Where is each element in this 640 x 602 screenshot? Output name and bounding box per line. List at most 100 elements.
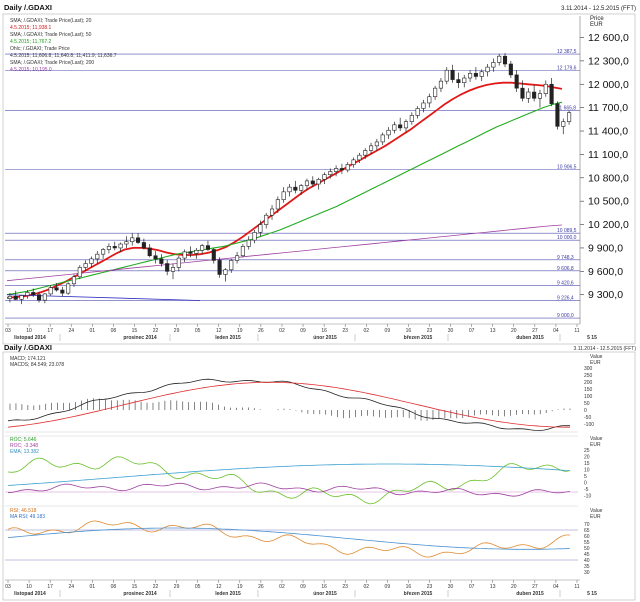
candle	[205, 240, 211, 252]
candle	[339, 163, 344, 174]
candle	[351, 157, 356, 168]
date-tick-label: 05	[195, 584, 201, 590]
date-tick-label: 15	[132, 328, 138, 334]
date-tick-label: 01	[90, 584, 96, 590]
month-label: leden 2015	[215, 335, 241, 341]
rsi-legend-1: RSI; 46.518	[10, 508, 37, 514]
candlesticks	[7, 53, 572, 305]
candle	[246, 236, 251, 250]
candle	[106, 243, 111, 254]
date-tick-label: 04	[553, 328, 559, 334]
candle	[462, 74, 467, 88]
indicator-title: Daily /.GDAXI	[4, 343, 52, 352]
date-tick-label: 07	[469, 328, 475, 334]
date-tick-label: 20	[511, 584, 517, 590]
rsi-axis-label: 40	[584, 558, 590, 564]
date-tick-label: 16	[321, 328, 327, 334]
price-tick-label: 11 400,0	[588, 126, 628, 138]
date-axis: 03 10 17 24 01 08 15 22 29 05 12 19 26 02 09 16 23 02 09 16…	[5, 323, 597, 341]
sma-series-line	[6, 81, 563, 299]
date-tick-label: 19	[237, 328, 243, 334]
date-tick-label: 30	[448, 328, 454, 334]
legend-ohlc-name: Ohlc; /.GDAXI; Trade Price	[10, 46, 70, 52]
rsi-axis-label: 65	[584, 528, 590, 534]
price-tick-label: 11 700,0	[588, 102, 628, 114]
candle	[567, 110, 572, 125]
candle	[95, 251, 100, 264]
price-level-label: 10 089,5	[557, 228, 577, 234]
roc-panel: ROC; 5.646 ROC; -3.348 EMA; 13.382 Value…	[5, 435, 603, 505]
candle	[71, 274, 77, 287]
candle	[299, 184, 304, 195]
candle	[194, 247, 199, 259]
date-tick-label: 23	[427, 328, 433, 334]
roc-axis-label: -10	[584, 494, 591, 500]
candle	[223, 268, 228, 282]
macd-legend-2: MACDS; 84.549; 23.078	[10, 362, 64, 368]
legend-sma20-name: SMA; /.GDAXI; Trade Price(Last); 20	[10, 18, 92, 24]
candle	[7, 293, 12, 303]
candle	[217, 257, 222, 278]
price-level-label: 12 179,6	[557, 65, 577, 71]
price-level-label: 11 665,8	[557, 105, 576, 111]
price-panel-frame	[2, 13, 636, 345]
month-label: leden 2015	[215, 591, 241, 597]
date-tick-label: 07	[469, 584, 475, 590]
roc-axis-label: 5	[584, 474, 587, 480]
roc-short-line	[7, 482, 571, 497]
date-tick-label: 29	[174, 584, 180, 590]
candle	[468, 70, 473, 82]
candle	[159, 254, 164, 267]
date-tick-label: 20	[511, 328, 517, 334]
roc-axis-label: 15	[584, 461, 590, 467]
price-axis-label: Price	[590, 16, 604, 22]
roc-axis-label: 0	[584, 481, 587, 487]
chart-title: Daily /.GDAXI	[4, 3, 52, 12]
candle	[345, 162, 350, 173]
date-tick-label: 09	[385, 328, 391, 334]
month-label: březen 2015	[404, 335, 433, 341]
month-label: prosinec 2014	[123, 591, 157, 597]
date-tick-label: 09	[385, 584, 391, 590]
macd-axis-label: 300	[584, 366, 593, 372]
rsi-axis-label: 50	[584, 546, 590, 552]
candle	[532, 85, 537, 102]
rsi-value-label: Value	[590, 508, 603, 514]
macd-axis-label: 0	[584, 408, 587, 414]
candle	[229, 258, 234, 273]
sma-series-line	[6, 101, 563, 296]
date-tick-label: 04	[553, 584, 559, 590]
candle	[83, 260, 88, 272]
candle	[450, 64, 455, 83]
price-level-label: 9 226,4	[557, 295, 574, 301]
macd-line	[7, 378, 571, 431]
month-label: duben 2015	[516, 335, 544, 341]
date-tick-label: 17	[47, 584, 53, 590]
legend-sma50-name: SMA; /.GDAXI; Trade Price(Last); 50	[10, 32, 92, 38]
candle	[357, 152, 362, 163]
date-tick-label: 23	[342, 584, 348, 590]
candle	[491, 58, 496, 72]
date-tick-label: 27	[532, 328, 538, 334]
date-tick-label: 10	[26, 584, 32, 590]
macd-axis-label: -100	[584, 422, 594, 428]
candle	[258, 220, 263, 237]
price-tick-label: 12 000,0	[588, 79, 629, 91]
date-tick-label: 27	[532, 584, 538, 590]
candle	[188, 246, 193, 258]
price-level-label: 10 906,5	[557, 164, 577, 170]
candle	[421, 99, 426, 113]
candle	[118, 242, 123, 252]
date-tick-label: 02	[279, 584, 285, 590]
roc-axis-label: -5	[584, 487, 589, 493]
date-tick-label: 22	[153, 328, 159, 334]
currency-label: EUR	[590, 22, 603, 28]
candle	[502, 53, 508, 68]
month-label: únor 2015	[313, 335, 337, 341]
candle	[409, 112, 414, 125]
price-tick-label: 9 900,0	[588, 242, 623, 254]
rsi-axis-label: 45	[584, 552, 590, 558]
macd-axis-label: 50	[584, 401, 590, 407]
candle	[561, 118, 566, 135]
